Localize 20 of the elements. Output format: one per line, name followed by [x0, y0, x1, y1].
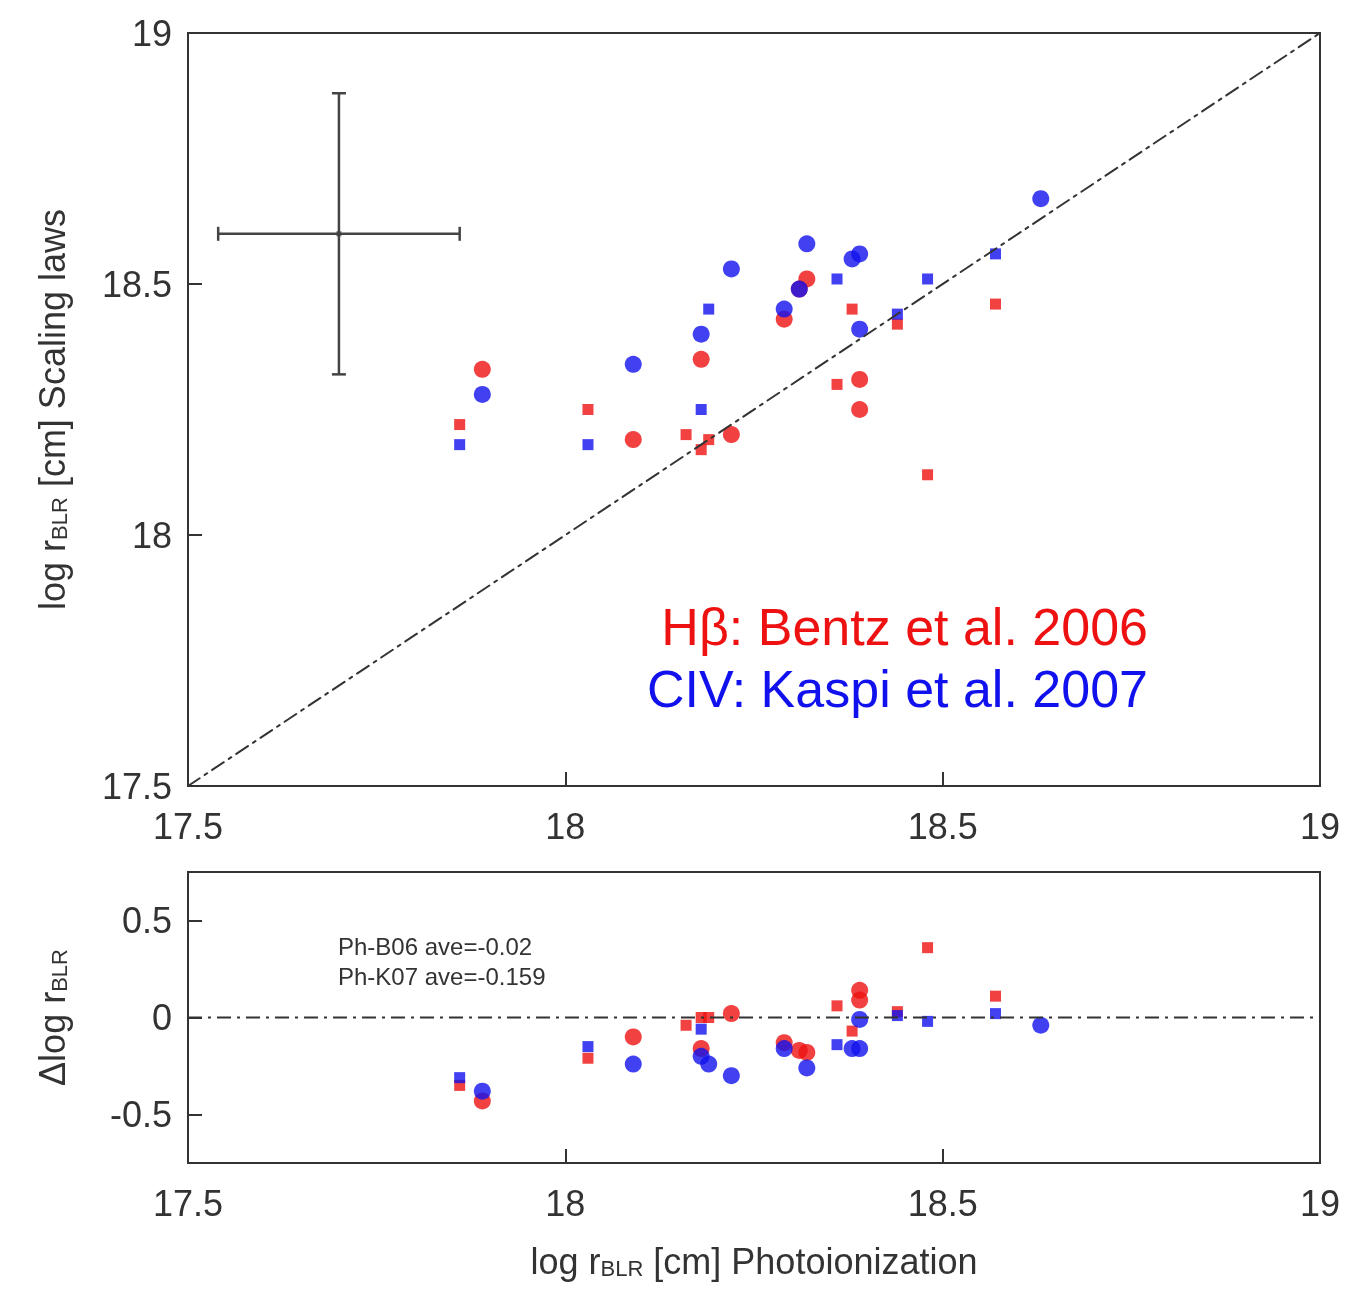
- y-axis-title: log rBLR [cm] Scaling laws: [31, 209, 73, 610]
- y-axis-title: Δlog rBLR: [31, 949, 73, 1086]
- x-tick-label: 18.5: [907, 805, 978, 847]
- y-tick-label: 0.5: [121, 900, 172, 941]
- y-tick-label: -0.5: [109, 1094, 172, 1135]
- text: Hβ: Bentz et al. 2006: [661, 598, 1148, 656]
- y-tick-label: 19: [131, 12, 172, 54]
- annotation: Ph-B06 ave=-0.02: [338, 932, 533, 960]
- x-tick-label: 18: [545, 1182, 586, 1224]
- x-tick-label: 18: [545, 805, 586, 847]
- x-tick-label: 19: [1299, 1182, 1341, 1224]
- x-axis-title: log rBLR [cm] Photoionization: [530, 1240, 978, 1282]
- y-tick-label: 0: [151, 997, 172, 1038]
- text: CIV: Kaspi et al. 2007: [646, 660, 1148, 718]
- y-tick-label: 17.5: [101, 765, 172, 807]
- x-tick-label: 18.5: [907, 1182, 978, 1224]
- y-tick-label: 18.5: [101, 263, 172, 305]
- y-tick-label: 18: [131, 514, 172, 556]
- annotation: Ph-K07 ave=-0.159: [338, 962, 546, 990]
- x-tick-label: 19: [1299, 805, 1341, 847]
